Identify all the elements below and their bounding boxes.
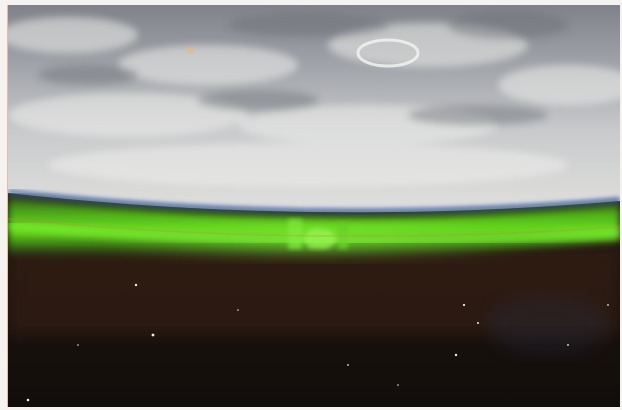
ring-cloud — [356, 38, 420, 68]
atmosphere-limb — [8, 189, 620, 213]
aurora-photo — [7, 5, 620, 407]
stars — [26, 283, 609, 402]
earth-clouds — [8, 5, 620, 213]
city-light — [188, 47, 194, 53]
aurora-scene — [8, 5, 620, 407]
